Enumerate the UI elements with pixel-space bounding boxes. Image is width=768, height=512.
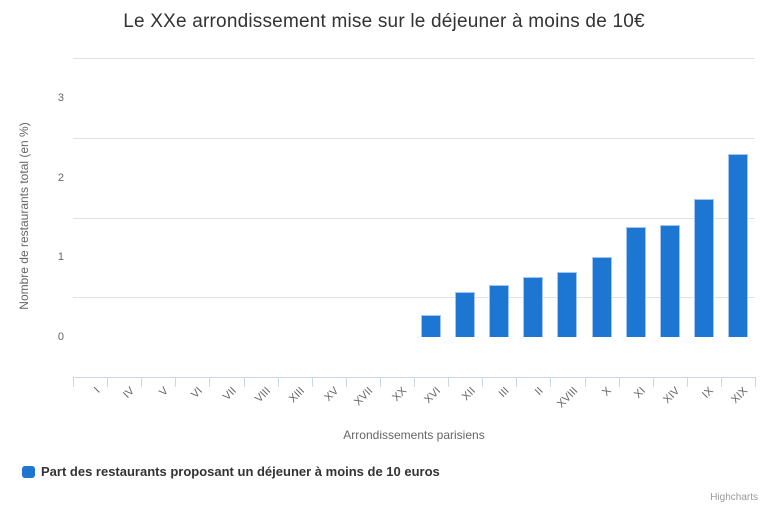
x-axis-tick-mark	[414, 377, 415, 387]
x-axis-tick-mark	[550, 377, 551, 387]
legend-label: Part des restaurants proposant un déjeun…	[41, 464, 440, 479]
x-axis-tick-mark	[209, 377, 210, 387]
x-axis-tick-mark	[175, 377, 176, 387]
x-axis-category-label-text: XII	[459, 385, 478, 403]
x-axis-tick-mark	[516, 377, 517, 387]
highcharts-credit[interactable]: Highcharts	[710, 492, 758, 503]
x-axis-tick-mark	[653, 377, 654, 387]
x-axis-tick-mark	[619, 377, 620, 387]
bar-XVIII[interactable]	[557, 272, 577, 337]
x-axis-category-label-text: XIV	[661, 385, 683, 407]
x-axis-category-label-text: V	[157, 385, 171, 399]
bar-XII[interactable]	[455, 292, 475, 337]
x-axis-tick-mark	[107, 377, 108, 387]
x-axis-category-label-text: VII	[220, 385, 239, 403]
x-axis-category-label-text: IX	[700, 385, 717, 401]
bar-X[interactable]	[592, 257, 612, 337]
x-axis-tick-mark	[482, 377, 483, 387]
bar-XIV[interactable]	[660, 225, 680, 337]
x-axis-category-label-text: X	[600, 385, 615, 399]
bar-XVI[interactable]	[421, 315, 441, 337]
x-axis-tick-mark	[73, 377, 74, 387]
plot-area: 0 1 2 3 I IV V VI VII VIII XIII XV XVII XX XVI XII III II…	[58, 58, 756, 410]
x-axis-category-label-text: VIII	[252, 385, 274, 406]
x-axis-tick-mark	[278, 377, 279, 387]
y-axis-tick-label: 0	[57, 331, 64, 344]
x-axis-category-label-text: XVII	[352, 385, 376, 409]
x-axis-category-label-text: III	[496, 385, 512, 400]
x-axis-category-label-text: XVIII	[554, 385, 580, 411]
legend-item[interactable]: Part des restaurants proposant un déjeun…	[22, 464, 440, 479]
x-axis-category-label-text: II	[533, 385, 546, 398]
y-axis-tick-label: 1	[57, 251, 64, 264]
x-axis-category-label-text: XIX	[729, 385, 751, 407]
bar-XI[interactable]	[626, 227, 646, 337]
x-axis-category-label-text: XIII	[286, 385, 308, 406]
x-axis-tick-mark	[346, 377, 347, 387]
x-axis-tick-mark	[721, 377, 722, 387]
x-axis-tick-mark	[380, 377, 381, 387]
x-axis-tick-mark	[141, 377, 142, 387]
x-axis-category-label-text: VI	[188, 385, 205, 401]
x-axis-tick-mark	[448, 377, 449, 387]
x-axis-title: Arrondissements parisiens	[343, 428, 485, 442]
y-axis-tick-label: 2	[57, 171, 64, 184]
x-axis-tick-mark	[687, 377, 688, 387]
x-axis-tick-mark	[755, 377, 756, 387]
bar-III[interactable]	[489, 285, 509, 337]
x-axis-tick-mark	[312, 377, 313, 387]
bar-XIX[interactable]	[728, 154, 748, 337]
y-axis-title: Nombre de restaurants total (en %)	[17, 122, 31, 310]
gridline	[73, 297, 755, 299]
x-axis-category-label-text: XVI	[422, 385, 444, 407]
gridline	[73, 58, 755, 59]
x-axis-category-label-text: I	[91, 385, 103, 396]
x-axis-tick-mark	[244, 377, 245, 387]
x-axis-category-label-text: XV	[322, 385, 342, 404]
bar-II[interactable]	[523, 277, 543, 337]
legend-swatch-icon	[22, 465, 35, 478]
x-axis-category-label-text: XI	[632, 385, 649, 401]
y-axis-tick-label: 3	[57, 91, 64, 104]
gridline	[73, 137, 755, 139]
x-axis-category-label-text: XX	[390, 385, 410, 404]
bar-IX[interactable]	[694, 199, 714, 337]
x-axis-tick-mark	[585, 377, 586, 387]
chart-title: Le XXe arrondissement mise sur le déjeun…	[123, 11, 645, 32]
gridline	[73, 217, 755, 219]
x-axis-category-label-text: IV	[120, 385, 137, 401]
